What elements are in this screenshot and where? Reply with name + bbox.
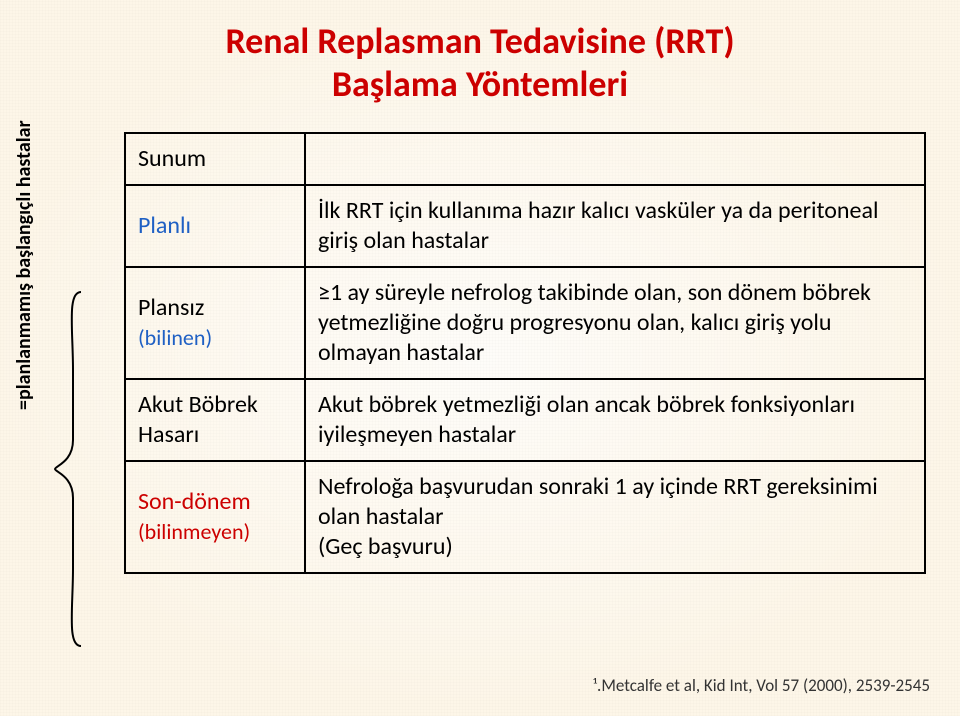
row4-right-text: Nefroloğa başvurudan sonraki 1 ay içinde…	[318, 472, 878, 531]
curly-bracket	[53, 290, 83, 648]
table-row: Sunum	[125, 133, 925, 185]
row3-left: Akut Böbrek Hasarı	[125, 379, 305, 461]
row4-left-sub: (bilinmeyen)	[138, 518, 250, 545]
title-line-2: Başlama Yöntemleri	[0, 63, 960, 106]
side-vertical-label: =planlanmamış başlangıçlı hastalar	[12, 120, 36, 410]
row2-left-text: Plansız	[138, 293, 204, 322]
content-table: Sunum Planlı İlk RRT için kullanıma hazı…	[124, 132, 924, 574]
title-line-1: Renal Replasman Tedavisine (RRT)	[0, 20, 960, 63]
row3-right: Akut böbrek yetmezliği olan ancak böbrek…	[305, 379, 925, 461]
row0-right	[305, 133, 925, 185]
table-row: Son-dönem (bilinmeyen) Nefroloğa başvuru…	[125, 461, 925, 573]
row0-left: Sunum	[125, 133, 305, 185]
row1-left-text: Planlı	[138, 211, 191, 240]
row4-left: Son-dönem (bilinmeyen)	[125, 461, 305, 573]
citation-text: ¹.Metcalfe et al, Kid Int, Vol 57 (2000)…	[593, 675, 930, 696]
table-row: Akut Böbrek Hasarı Akut böbrek yetmezliğ…	[125, 379, 925, 461]
row1-right: İlk RRT için kullanıma hazır kalıcı vask…	[305, 185, 925, 267]
slide-title: Renal Replasman Tedavisine (RRT) Başlama…	[0, 20, 960, 106]
row1-left: Planlı	[125, 185, 305, 267]
row4-left-text: Son-dönem	[138, 487, 251, 516]
table-row: Plansız (bilinen) ≥1 ay süreyle nefrolog…	[125, 267, 925, 379]
row4-right-extra: (Geç başvuru)	[318, 532, 453, 561]
table-row: Planlı İlk RRT için kullanıma hazır kalı…	[125, 185, 925, 267]
row4-right: Nefroloğa başvurudan sonraki 1 ay içinde…	[305, 461, 925, 573]
row2-right: ≥1 ay süreyle nefrolog takibinde olan, s…	[305, 267, 925, 379]
row2-left-sub: (bilinen)	[138, 324, 212, 351]
row2-left: Plansız (bilinen)	[125, 267, 305, 379]
